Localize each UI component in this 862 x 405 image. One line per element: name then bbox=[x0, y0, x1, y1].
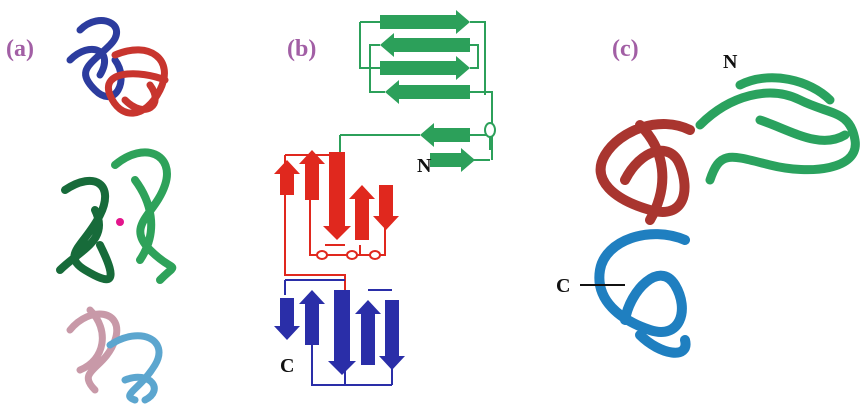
c-terminus-label: C bbox=[556, 275, 570, 297]
loop-node bbox=[347, 251, 357, 259]
beta-strand bbox=[323, 152, 351, 240]
panel-label: (b) bbox=[287, 36, 316, 62]
beta-strand bbox=[299, 150, 325, 200]
n-terminus-label: N bbox=[723, 51, 738, 73]
structure-a bbox=[60, 21, 172, 400]
beta-strand bbox=[328, 290, 356, 375]
loop-node bbox=[485, 123, 495, 137]
beta-strand bbox=[379, 300, 405, 370]
loop-node bbox=[317, 251, 327, 259]
beta-strand bbox=[380, 56, 470, 80]
beta-strand bbox=[380, 10, 470, 34]
structure-c bbox=[580, 78, 855, 353]
beta-strand bbox=[355, 300, 381, 365]
beta-strand bbox=[274, 160, 300, 195]
panel-label: (c) bbox=[612, 36, 639, 62]
beta-strand bbox=[373, 185, 399, 230]
beta-strand bbox=[274, 298, 300, 340]
beta-strand bbox=[420, 123, 470, 147]
loop-node bbox=[370, 251, 380, 259]
beta-strand bbox=[349, 185, 375, 240]
beta-strand bbox=[380, 33, 470, 57]
c-terminus-label: C bbox=[280, 355, 294, 377]
panel-label: (a) bbox=[6, 36, 34, 62]
figure: (a) (b) (c) N C N C bbox=[0, 0, 862, 405]
beta-strand bbox=[299, 290, 325, 345]
topology-diagram bbox=[274, 10, 495, 385]
beta-strand bbox=[430, 148, 475, 172]
beta-strand bbox=[385, 80, 470, 104]
n-terminus-label: N bbox=[417, 155, 432, 177]
ligand-dot bbox=[116, 218, 124, 226]
